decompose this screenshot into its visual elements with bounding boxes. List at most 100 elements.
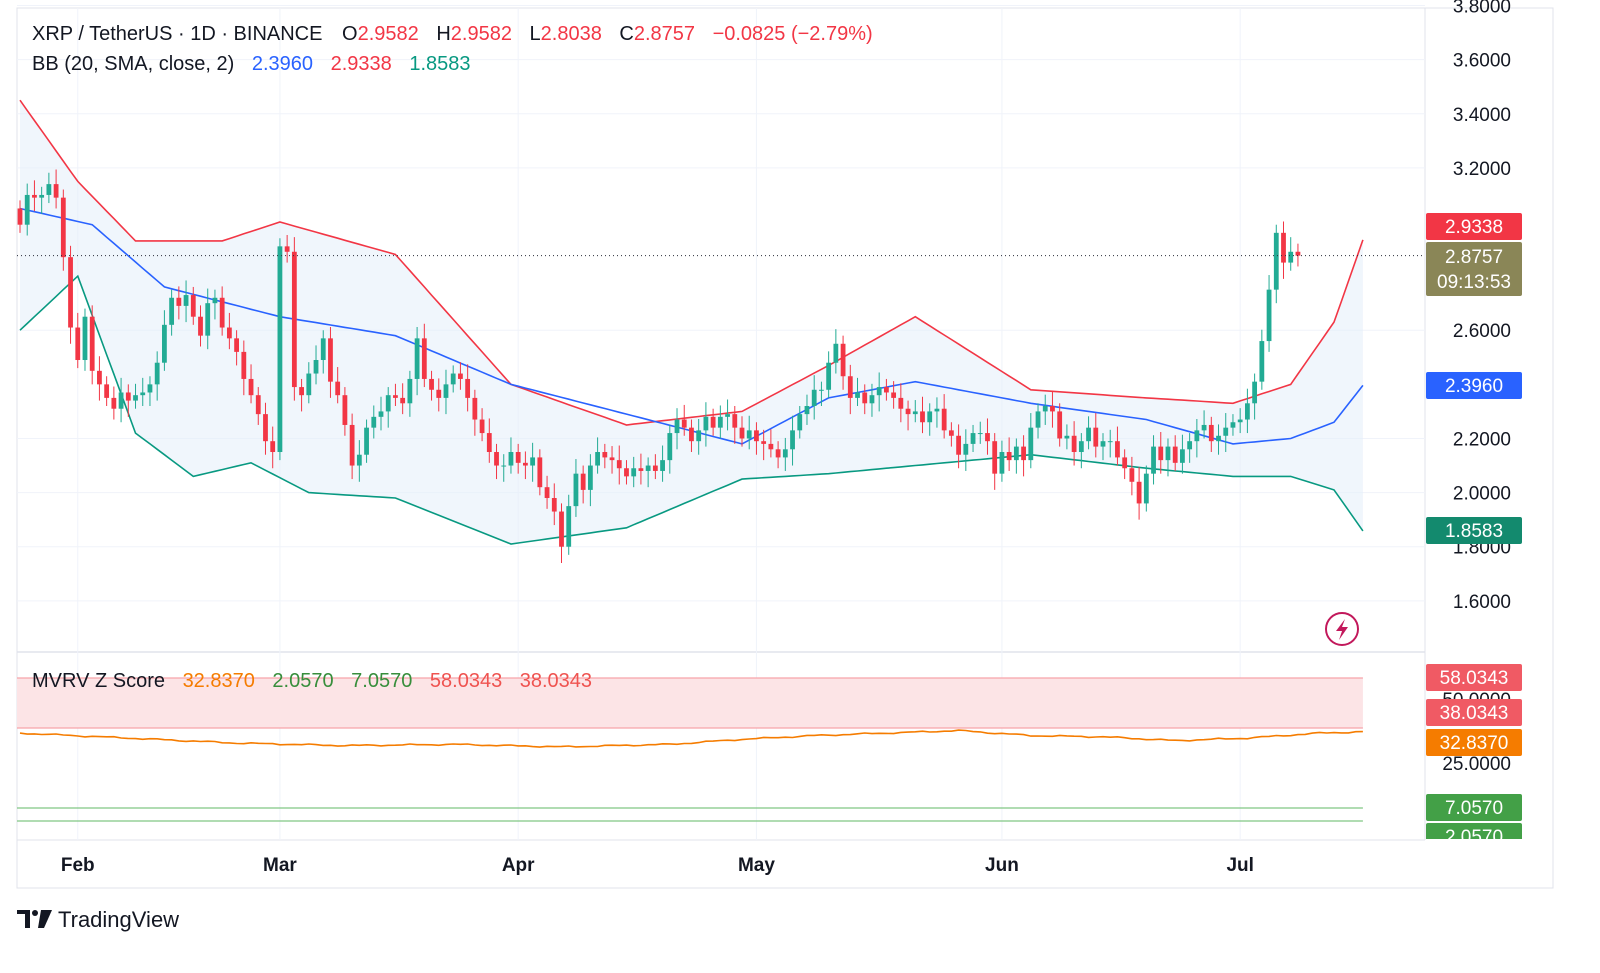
- candle: [530, 442, 536, 482]
- candle: [580, 465, 586, 504]
- candle: [999, 440, 1005, 482]
- countdown-badge: 09:13:53: [1437, 272, 1511, 293]
- candle: [400, 383, 406, 415]
- bb-label: BB (20, SMA, close, 2): [32, 53, 234, 75]
- candle: [1180, 434, 1185, 474]
- symbol-title: XRP / TetherUS · 1D · BINANCE: [32, 23, 322, 45]
- candle: [1129, 456, 1135, 496]
- candle: [761, 429, 767, 461]
- candle: [674, 408, 680, 450]
- brand-name[interactable]: TradingView: [58, 907, 179, 932]
- candle: [1201, 410, 1207, 439]
- candle: [190, 286, 196, 325]
- bollinger-band-fill: [20, 100, 1363, 544]
- lightning-icon[interactable]: [1325, 612, 1359, 646]
- candle: [277, 238, 283, 461]
- candle: [176, 286, 182, 320]
- candle: [205, 288, 211, 350]
- candle: [1136, 467, 1142, 520]
- candle: [450, 365, 456, 393]
- candle: [754, 422, 759, 455]
- candle: [39, 186, 45, 214]
- candle: [140, 377, 146, 407]
- candle: [183, 280, 189, 323]
- candle: [1071, 421, 1077, 466]
- candle: [551, 483, 557, 526]
- candle: [270, 426, 276, 469]
- x-tick-label: Jul: [1226, 855, 1253, 876]
- mvrv-badge-1: 58.0343: [1440, 668, 1509, 689]
- candle: [414, 326, 420, 396]
- candle: [1172, 435, 1178, 471]
- candle: [689, 419, 694, 453]
- candle: [385, 387, 391, 428]
- bb-lower-value: 1.8583: [409, 53, 470, 75]
- candle: [263, 402, 268, 455]
- candle: [429, 370, 434, 401]
- candle: [746, 415, 752, 450]
- y-tick-label: 3.6000: [1453, 51, 1511, 72]
- candle: [169, 289, 175, 336]
- candle: [421, 323, 427, 388]
- high-value: 2.9582: [451, 23, 512, 45]
- candle: [645, 457, 651, 488]
- tradingview-logo-icon[interactable]: [17, 910, 52, 928]
- legend-symbol-row: XRP / TetherUS · 1D · BINANCE O2.9582 H2…: [32, 23, 873, 45]
- y-tick-label: 2.6000: [1453, 321, 1511, 342]
- candle: [833, 329, 839, 374]
- candle: [443, 369, 449, 415]
- mvrv-badge-5: 2.0570: [1445, 827, 1503, 848]
- candle: [797, 406, 803, 439]
- candle: [609, 446, 615, 474]
- candle: [241, 340, 247, 396]
- legend-mvrv-row[interactable]: MVRV Z Score 32.8370 2.0570 7.0570 58.03…: [32, 670, 592, 692]
- low-value: 2.8038: [541, 23, 602, 45]
- mvrv-value-2: 2.0570: [272, 670, 333, 692]
- candle: [1165, 438, 1171, 477]
- candle: [977, 421, 983, 444]
- mvrv-pane: [17, 677, 1363, 822]
- candle: [515, 443, 521, 474]
- candle: [602, 443, 608, 469]
- upper-band-badge: 2.9338: [1445, 217, 1503, 238]
- candle: [313, 345, 319, 385]
- candle: [523, 451, 528, 480]
- candle: [970, 424, 976, 453]
- last-price-badge: 2.8757: [1445, 247, 1503, 268]
- y-tick-label: 3.8000: [1453, 0, 1511, 18]
- candle: [328, 326, 333, 398]
- mvrv-label: MVRV Z Score: [32, 670, 165, 692]
- candle: [811, 375, 817, 420]
- candle: [1042, 394, 1048, 425]
- candle: [68, 245, 73, 344]
- candle: [75, 312, 81, 369]
- candle: [624, 460, 629, 485]
- candle: [1115, 426, 1120, 466]
- candle: [775, 441, 781, 469]
- candle: [1194, 418, 1200, 458]
- candle: [681, 404, 687, 436]
- candle: [458, 362, 463, 390]
- candle: [544, 475, 550, 509]
- candle: [956, 424, 961, 469]
- candle: [82, 308, 88, 371]
- candle: [53, 169, 59, 209]
- candle: [1086, 416, 1091, 450]
- close-value: 2.8757: [634, 23, 695, 45]
- candle: [1273, 224, 1279, 304]
- mvrv-badge-3: 32.8370: [1440, 733, 1509, 754]
- candle: [1093, 413, 1099, 458]
- candle: [133, 383, 138, 409]
- legend-bb-row[interactable]: BB (20, SMA, close, 2) 2.3960 2.9338 1.8…: [32, 53, 471, 75]
- candle: [111, 386, 117, 420]
- candle: [819, 381, 824, 407]
- candle: [847, 364, 853, 415]
- candle: [472, 389, 478, 436]
- candle: [1237, 408, 1243, 434]
- candle: [1281, 221, 1286, 279]
- candle: [1266, 275, 1272, 352]
- time-axis[interactable]: Feb Mar Apr May Jun Jul: [61, 855, 1254, 876]
- candle: [587, 454, 593, 507]
